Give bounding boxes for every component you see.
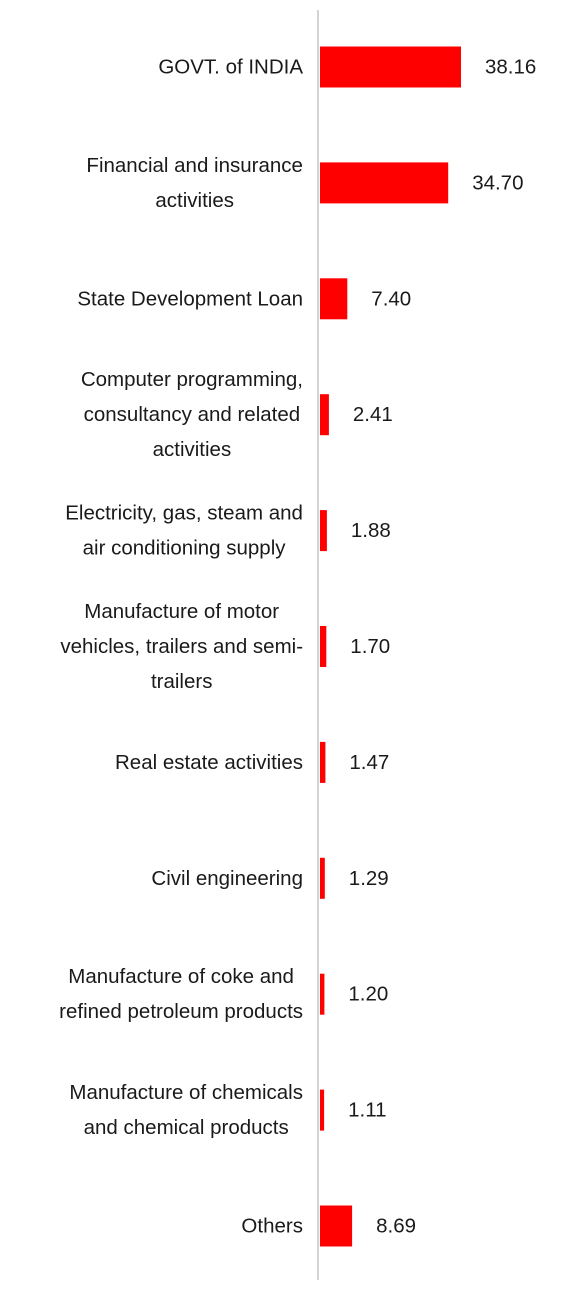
category-label-line: Manufacture of motor (84, 600, 279, 623)
category-label-line: Civil engineering (151, 867, 303, 890)
value-label: 1.47 (349, 751, 389, 774)
bar (320, 973, 325, 1015)
bar (320, 46, 461, 88)
category-label-line: air conditioning supply (83, 537, 287, 560)
value-label: 1.88 (351, 519, 391, 542)
category-label: Computer programming, consultancy and rel… (81, 368, 303, 461)
value-label: 1.70 (350, 635, 390, 658)
value-label: 38.16 (485, 56, 536, 79)
category-label-line: activities (155, 189, 234, 212)
value-label: 34.70 (472, 171, 523, 194)
value-label: 7.40 (371, 287, 411, 310)
value-label: 8.69 (376, 1215, 416, 1238)
bar (320, 394, 329, 436)
category-label-line: refined petroleum products (59, 1000, 303, 1023)
category-label: Manufacture of coke and refined petroleum… (59, 965, 303, 1023)
bar (320, 1205, 353, 1247)
category-label-line: Manufacture of chemicals (69, 1081, 303, 1104)
category-label-line: Real estate activities (115, 751, 303, 774)
category-label-line: consultancy and related (84, 403, 301, 426)
category-label: Electricity, gas, steam and air condition… (65, 502, 303, 560)
category-label: Real estate activities (115, 751, 303, 774)
bars-layer (320, 46, 461, 1247)
value-label: 1.11 (348, 1099, 386, 1122)
category-label: GOVT. of INDIA (158, 56, 303, 79)
category-label-line: Computer programming, (81, 368, 303, 391)
bar (320, 741, 326, 783)
category-label-line: vehicles, trailers and semi- (60, 635, 303, 658)
category-label: Financial and insurance activities (86, 154, 303, 212)
bar (320, 162, 449, 204)
value-label: 1.29 (349, 867, 389, 890)
category-label-line: Electricity, gas, steam and (65, 502, 303, 525)
category-label: Manufacture of motor vehicles, trailers a… (60, 600, 303, 693)
bar (320, 1089, 325, 1131)
bar (320, 278, 348, 320)
value-label: 2.41 (353, 403, 393, 426)
category-label-line: State Development Loan (77, 287, 303, 310)
bar (320, 510, 327, 552)
category-label-line: Others (241, 1215, 303, 1238)
category-label-line: Manufacture of coke and (68, 965, 294, 988)
value-labels: 38.16 34.70 7.40 2.41 1.88 1.70 1.47 1.29 1.20 1.… (348, 56, 536, 1238)
category-label: Manufacture of chemicals and chemical pro… (69, 1081, 303, 1139)
category-label: Civil engineering (151, 867, 303, 890)
bar (320, 626, 327, 667)
category-label-line: GOVT. of INDIA (158, 56, 303, 79)
category-labels: GOVT. of INDIA Financial and insurance act… (59, 56, 303, 1238)
category-label: Others (241, 1215, 303, 1238)
category-label-line: and chemical products (84, 1116, 289, 1139)
category-label-line: trailers (151, 670, 213, 693)
category-label: State Development Loan (77, 287, 303, 310)
value-label: 1.20 (348, 983, 388, 1006)
bar (320, 857, 325, 899)
category-label-line: Financial and insurance (86, 154, 303, 177)
category-label-line: activities (153, 438, 232, 461)
